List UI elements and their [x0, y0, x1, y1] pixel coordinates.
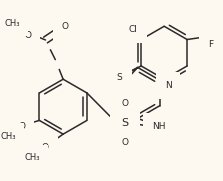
- Text: O: O: [24, 31, 31, 40]
- Text: NH: NH: [153, 122, 166, 131]
- Text: S: S: [121, 118, 128, 128]
- Text: F: F: [208, 25, 213, 34]
- Text: F: F: [215, 32, 220, 41]
- Text: N: N: [165, 81, 171, 90]
- Text: Cl: Cl: [129, 25, 138, 34]
- Text: O: O: [62, 22, 69, 31]
- Text: S: S: [117, 73, 122, 82]
- Text: O: O: [122, 138, 128, 148]
- Text: O: O: [122, 99, 128, 108]
- Text: F: F: [208, 40, 213, 49]
- Text: CH₃: CH₃: [24, 153, 39, 162]
- Text: O: O: [18, 122, 25, 131]
- Text: CH₃: CH₃: [4, 19, 20, 28]
- Text: CH₃: CH₃: [0, 132, 16, 141]
- Text: O: O: [42, 143, 49, 152]
